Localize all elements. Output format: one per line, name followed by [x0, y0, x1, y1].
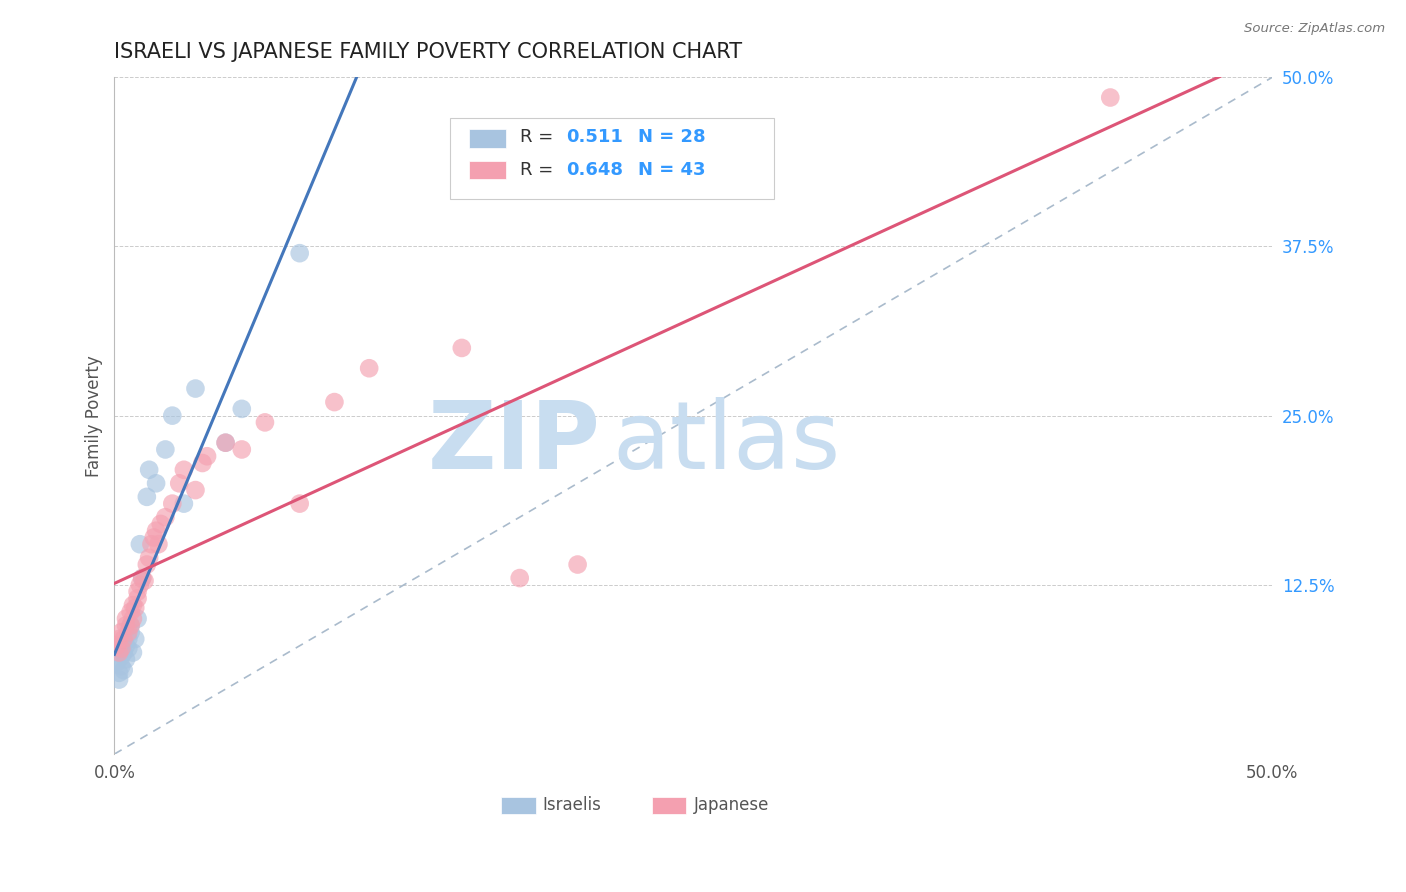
Point — [110, 625, 132, 640]
Point — [115, 652, 138, 666]
Point — [108, 673, 131, 687]
Point — [138, 463, 160, 477]
Point — [115, 612, 138, 626]
Point — [162, 497, 184, 511]
Text: R =: R = — [520, 128, 558, 146]
Point — [127, 584, 149, 599]
Point — [184, 483, 207, 497]
Point — [450, 341, 472, 355]
Point — [191, 456, 214, 470]
Text: 0.511: 0.511 — [567, 128, 623, 146]
Point — [253, 416, 276, 430]
Point — [173, 463, 195, 477]
Point — [134, 574, 156, 588]
Text: N = 28: N = 28 — [638, 128, 706, 146]
Point — [110, 659, 132, 673]
Point — [127, 591, 149, 606]
Point — [122, 612, 145, 626]
Text: Japanese: Japanese — [693, 796, 769, 814]
Point — [110, 649, 132, 664]
Point — [128, 578, 150, 592]
Point — [115, 639, 138, 653]
Point — [167, 476, 190, 491]
Point — [173, 497, 195, 511]
Text: R =: R = — [520, 161, 558, 179]
FancyBboxPatch shape — [652, 797, 686, 814]
Point — [112, 663, 135, 677]
Point — [231, 401, 253, 416]
Point — [145, 476, 167, 491]
Point — [138, 550, 160, 565]
Point — [105, 639, 128, 653]
Point — [155, 442, 177, 457]
FancyBboxPatch shape — [468, 161, 506, 179]
Point — [120, 625, 142, 640]
Point — [145, 524, 167, 538]
Point — [128, 537, 150, 551]
Point — [108, 646, 131, 660]
Point — [214, 435, 236, 450]
FancyBboxPatch shape — [468, 129, 506, 147]
Point — [155, 510, 177, 524]
FancyBboxPatch shape — [450, 118, 775, 199]
Point — [131, 571, 153, 585]
Point — [162, 409, 184, 423]
Point — [115, 618, 138, 632]
Point — [359, 361, 381, 376]
Point — [135, 490, 157, 504]
Text: ZIP: ZIP — [427, 397, 600, 489]
Point — [112, 632, 135, 646]
Point — [142, 531, 165, 545]
Point — [131, 571, 153, 585]
Point — [124, 600, 146, 615]
Text: Source: ZipAtlas.com: Source: ZipAtlas.com — [1244, 22, 1385, 36]
Point — [567, 558, 589, 572]
Text: N = 43: N = 43 — [638, 161, 706, 179]
Point — [1099, 90, 1122, 104]
Point — [117, 625, 139, 640]
Point — [108, 665, 131, 680]
Point — [108, 632, 131, 646]
Point — [110, 641, 132, 656]
Point — [148, 537, 170, 551]
Point — [120, 618, 142, 632]
Point — [214, 435, 236, 450]
Point — [288, 497, 311, 511]
Point — [112, 646, 135, 660]
Y-axis label: Family Poverty: Family Poverty — [86, 355, 103, 476]
Point — [323, 395, 346, 409]
Text: Israelis: Israelis — [543, 796, 602, 814]
Point — [120, 605, 142, 619]
Point — [141, 537, 163, 551]
Point — [288, 246, 311, 260]
Text: atlas: atlas — [613, 397, 841, 489]
Point — [149, 516, 172, 531]
Point — [105, 655, 128, 669]
Point — [117, 632, 139, 646]
Point — [122, 598, 145, 612]
FancyBboxPatch shape — [501, 797, 536, 814]
Point — [195, 449, 218, 463]
Point — [124, 632, 146, 646]
Point — [120, 618, 142, 632]
Point — [509, 571, 531, 585]
Point — [135, 558, 157, 572]
Point — [122, 646, 145, 660]
Point — [184, 382, 207, 396]
Point — [117, 641, 139, 656]
Text: 0.648: 0.648 — [567, 161, 623, 179]
Text: ISRAELI VS JAPANESE FAMILY POVERTY CORRELATION CHART: ISRAELI VS JAPANESE FAMILY POVERTY CORRE… — [114, 42, 742, 62]
Point — [127, 612, 149, 626]
Point — [231, 442, 253, 457]
